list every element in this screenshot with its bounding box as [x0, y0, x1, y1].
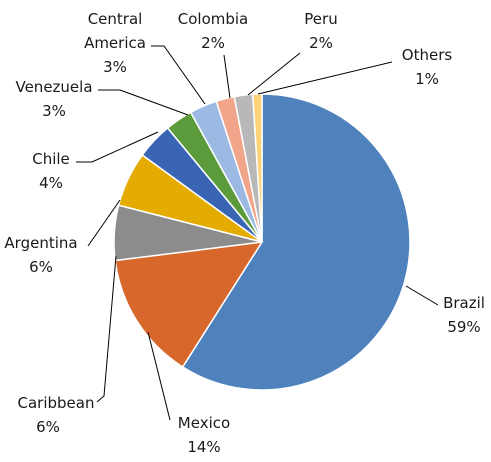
leader-line-caribbean	[96, 255, 117, 403]
slice-label-peru: Peru 2%	[304, 10, 337, 52]
leader-line-venezuela	[98, 89, 189, 116]
leader-line-mexico	[147, 331, 171, 421]
slice-label-brazil: Brazil 59%	[443, 294, 485, 336]
slice-label-others: Others 1%	[402, 46, 453, 88]
pie-slice-others	[251, 93, 263, 243]
slice-label-central-america: Central America 3%	[84, 10, 146, 76]
pie-slices	[113, 93, 411, 391]
slice-label-chile: Chile 4%	[32, 150, 70, 192]
leader-line-chile	[76, 131, 159, 163]
leader-line-central-america	[151, 45, 206, 105]
slice-labels: Brazil 59% Mexico 14% Caribbean 6% Argentina 6%…	[4, 10, 485, 456]
leader-line-peru	[247, 52, 301, 96]
pie-slice-mexico	[114, 241, 264, 368]
leader-line-others	[257, 61, 393, 95]
leader-line-colombia	[223, 54, 231, 99]
leader-lines	[76, 45, 439, 421]
leader-line-brazil	[405, 285, 439, 306]
pie-slice-brazil	[181, 93, 411, 391]
slice-label-argentina: Argentina 6%	[4, 234, 77, 276]
slice-label-venezuela: Venezuela 3%	[15, 78, 92, 120]
slice-label-mexico: Mexico 14%	[178, 414, 230, 456]
slice-label-caribbean: Caribbean 6%	[18, 394, 95, 436]
leader-line-argentina	[87, 199, 121, 247]
slice-label-colombia: Colombia 2%	[178, 10, 249, 52]
